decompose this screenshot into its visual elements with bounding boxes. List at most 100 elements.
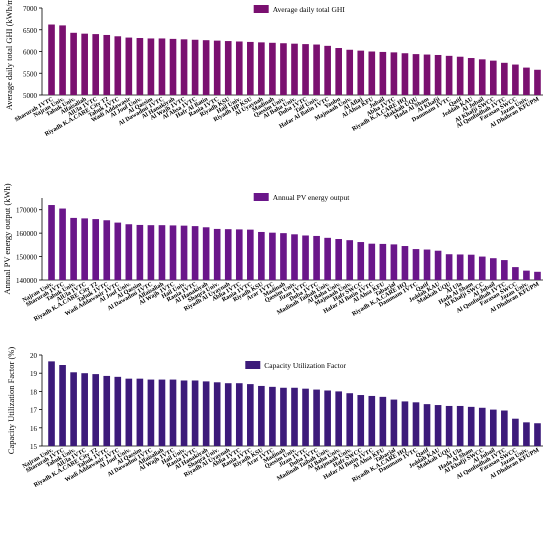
bar <box>412 402 420 446</box>
bar <box>357 395 365 446</box>
bar <box>456 254 464 280</box>
bar <box>523 270 530 280</box>
bar <box>114 36 122 95</box>
bar <box>423 249 431 280</box>
bar <box>114 376 122 446</box>
bar <box>324 45 331 95</box>
legend-swatch <box>245 361 261 369</box>
bar <box>313 44 320 95</box>
bar <box>302 388 309 446</box>
bar <box>489 409 497 446</box>
bar <box>125 37 133 95</box>
bar <box>59 25 66 95</box>
bar <box>302 235 309 280</box>
bar <box>346 393 354 446</box>
bar <box>280 233 287 280</box>
bar <box>202 227 210 280</box>
bar <box>478 407 486 446</box>
bar <box>103 34 111 95</box>
bar <box>523 67 530 95</box>
bar <box>70 217 77 280</box>
y-axis-label: Annual PV energy output (kWh) <box>2 183 12 294</box>
legend-swatch <box>253 193 269 201</box>
bar <box>291 387 298 446</box>
bar <box>512 418 519 446</box>
bar <box>247 41 254 95</box>
bar <box>445 405 453 446</box>
bar <box>147 379 155 446</box>
bar <box>412 54 420 95</box>
bar <box>235 41 243 95</box>
bar <box>48 205 55 280</box>
bar <box>313 389 320 446</box>
chart-panel-2: 140000 150000 160000 170000 Annual PV energy… <box>2 183 543 323</box>
bar <box>81 373 88 446</box>
bar <box>48 24 55 96</box>
bar <box>136 378 144 446</box>
bar <box>501 62 508 95</box>
bar <box>103 220 111 280</box>
bar <box>125 378 133 446</box>
bar <box>434 405 442 446</box>
bar <box>213 382 221 446</box>
bar <box>213 40 221 95</box>
bar <box>81 33 88 95</box>
y-tick-label: 19 <box>30 370 38 378</box>
bar <box>335 48 342 95</box>
bar <box>368 395 376 446</box>
legend-label: Average daily total GHI <box>273 5 346 14</box>
y-tick-label: 5000 <box>23 92 38 100</box>
bar <box>103 375 111 446</box>
bar <box>235 229 243 280</box>
bar <box>70 32 77 95</box>
y-tick-label: 160000 <box>16 230 38 238</box>
bar <box>390 399 398 446</box>
bar <box>180 225 188 280</box>
bar <box>478 59 486 95</box>
bar <box>191 39 199 95</box>
bar <box>467 254 475 280</box>
bar <box>379 396 387 446</box>
bar <box>136 38 144 95</box>
chart-panel-1: 5000 5500 6000 6500 7000 Average daily total … <box>4 0 543 138</box>
bar <box>191 226 199 280</box>
bar <box>324 237 331 280</box>
bar <box>291 43 298 95</box>
bar <box>59 208 66 280</box>
bar <box>147 38 155 95</box>
bar <box>147 225 155 280</box>
bar <box>59 365 66 446</box>
bar <box>269 232 276 280</box>
bar <box>125 224 133 280</box>
bar <box>534 271 541 280</box>
bar <box>401 401 409 446</box>
bar <box>390 52 398 95</box>
bar <box>445 254 453 280</box>
bar <box>92 374 100 446</box>
legend-swatch <box>253 5 269 13</box>
bar <box>114 222 122 280</box>
chart-panel-3: 15 16 17 18 19 20 Capacity Utilization Factor … <box>6 347 543 489</box>
bar <box>70 372 77 446</box>
y-axis-label: Capacity Utilization Factor (%) <box>6 347 16 455</box>
bar <box>501 260 508 280</box>
bar <box>235 383 243 446</box>
bar <box>423 404 431 446</box>
bar <box>258 231 265 280</box>
bar <box>224 41 232 95</box>
bar <box>335 239 342 280</box>
bar <box>191 380 199 446</box>
bar <box>280 43 287 95</box>
bar <box>456 405 464 446</box>
y-tick-label: 140000 <box>16 277 38 285</box>
y-tick-label: 16 <box>30 425 38 433</box>
y-tick-label: 17 <box>30 407 38 415</box>
y-tick-label: 20 <box>30 352 38 360</box>
bar <box>258 385 265 446</box>
bar <box>291 234 298 280</box>
bar <box>434 250 442 280</box>
bar <box>489 258 497 280</box>
bar <box>368 51 376 95</box>
